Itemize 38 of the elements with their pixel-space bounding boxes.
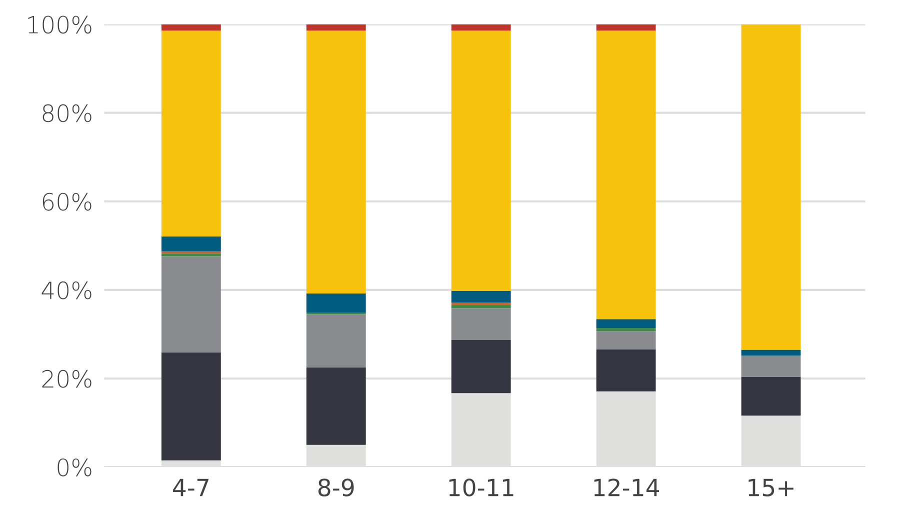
bar (741, 355, 801, 377)
bar (596, 24, 656, 30)
y-tick-label: 80% (42, 104, 92, 122)
bar (451, 290, 511, 303)
bar (161, 352, 221, 460)
bar (306, 314, 366, 368)
bar (596, 328, 656, 332)
bar (451, 24, 511, 30)
bar (161, 253, 221, 256)
bar (451, 340, 511, 394)
bar (596, 30, 656, 320)
bar (596, 331, 656, 350)
bar (596, 319, 656, 328)
bar (741, 350, 801, 356)
x-tick-label: 8-9 (318, 478, 354, 496)
x-tick-label: 4-7 (173, 478, 208, 496)
bar (741, 24, 801, 350)
x-tick-label: 12-14 (594, 478, 660, 496)
bar (306, 30, 366, 294)
bar (161, 30, 221, 236)
y-tick-label: 0% (58, 458, 92, 476)
x-tick-label: 10-11 (449, 478, 514, 496)
bar (161, 256, 221, 352)
bar (161, 24, 221, 30)
x-tick-label: 15+ (748, 478, 794, 496)
bar (306, 367, 366, 445)
y-tick-label: 60% (42, 192, 92, 211)
bar (161, 236, 221, 252)
bar (596, 349, 656, 392)
bar (451, 308, 511, 340)
bar (306, 293, 366, 313)
bar (451, 30, 511, 291)
y-tick-label: 100% (28, 16, 92, 34)
bar (741, 376, 801, 416)
y-tick-label: 40% (42, 281, 92, 300)
bar (451, 304, 511, 308)
y-tick-label: 20% (42, 370, 92, 388)
bar (306, 24, 366, 30)
